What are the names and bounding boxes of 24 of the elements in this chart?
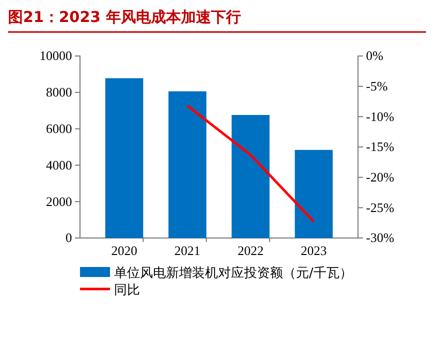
y-tick-label: 10000 xyxy=(40,48,72,64)
bar xyxy=(232,114,270,238)
y2-tick-label: -20% xyxy=(366,169,394,184)
bar xyxy=(168,91,206,238)
y2-tick-label: -30% xyxy=(366,230,394,246)
bar xyxy=(105,78,144,238)
x-tick-label: 2023 xyxy=(300,243,327,258)
y-tick-label: 2000 xyxy=(46,194,72,209)
y2-tick-label: -5% xyxy=(366,78,388,94)
legend-label: 同比 xyxy=(114,283,140,298)
x-tick-label: 2022 xyxy=(238,243,264,258)
x-tick-label: 2021 xyxy=(174,243,200,258)
legend-label: 单位风电新增装机对应投资额（元/千瓦） xyxy=(114,265,352,281)
y-tick-label: 6000 xyxy=(46,120,72,136)
y2-tick-label: -10% xyxy=(366,108,394,124)
y2-tick-label: -15% xyxy=(366,139,394,154)
chart-title: 图21：2023 年风电成本加速下行 xyxy=(8,8,241,26)
x-tick-label: 2020 xyxy=(111,243,138,258)
y2-tick-label: 0% xyxy=(366,48,384,64)
y2-tick-label: -25% xyxy=(366,200,394,215)
y-tick-label: 0 xyxy=(66,230,72,246)
y-tick-label: 4000 xyxy=(46,157,72,172)
bar xyxy=(294,150,333,238)
y-tick-label: 8000 xyxy=(46,84,72,100)
